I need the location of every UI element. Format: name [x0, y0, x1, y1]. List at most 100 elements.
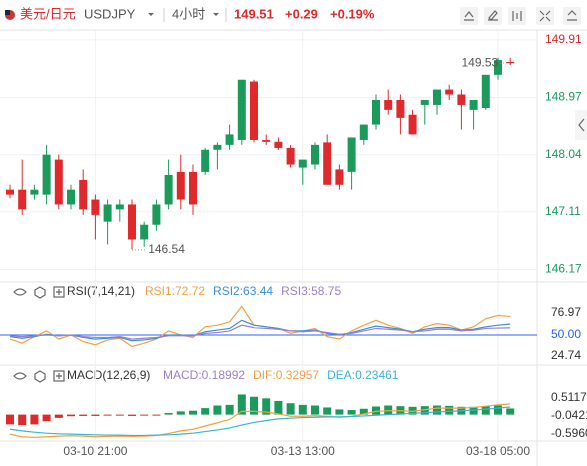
flag-canton [5, 10, 10, 15]
rsi-title: RSI(7,14,21) [67, 284, 135, 298]
histogram-bar [469, 406, 478, 415]
tool-button[interactable] [563, 7, 581, 25]
side-toggle[interactable] [575, 110, 587, 140]
candle-body [359, 124, 368, 140]
low-label: 146.54 [148, 242, 185, 256]
histogram-bar [201, 408, 210, 415]
histogram-bar [494, 405, 502, 415]
change: +0.29 [285, 6, 318, 21]
tool-icon [464, 11, 474, 21]
histogram-bar [152, 414, 161, 416]
price: 149.51 [234, 6, 274, 21]
macd-title: MACD(12,26,9) [67, 368, 150, 382]
settings-icon[interactable] [34, 370, 46, 383]
candle-body [237, 79, 246, 140]
histogram-bar [323, 407, 332, 415]
histogram-bar [445, 405, 454, 415]
histogram-bar [359, 408, 368, 415]
histogram-bar [286, 403, 295, 415]
candle-body [30, 189, 39, 195]
side-arrow [578, 118, 585, 132]
candle-body [103, 204, 112, 222]
y-tick-label: 76.97 [551, 305, 581, 319]
candle-body [469, 100, 478, 110]
candle-body [164, 174, 173, 205]
legend-entry: RSI1:72.72 [145, 284, 205, 298]
candle-body [408, 114, 417, 135]
histogram-bar [140, 414, 149, 416]
symbol[interactable]: USDJPY [84, 6, 136, 21]
eye-icon[interactable] [13, 288, 27, 296]
y-tick-label: 148.97 [545, 90, 582, 104]
candle-body [506, 61, 515, 64]
x-tick-label: 03-10 21:00 [63, 444, 127, 458]
candle-body [457, 94, 466, 105]
candle-body [384, 100, 393, 110]
histogram-bar [79, 414, 88, 416]
y-tick-label: 0.51178 [551, 390, 587, 404]
histogram-bar [506, 408, 515, 415]
histogram-bar [335, 409, 344, 415]
candle-body [323, 142, 332, 185]
high-label: 149.53 [461, 55, 498, 69]
y-tick-label: 50.00 [551, 327, 581, 341]
candle-body [225, 134, 234, 145]
candle-body [396, 100, 405, 118]
histogram-bar [164, 412, 173, 415]
eye-icon[interactable] [13, 372, 27, 380]
expand-icon[interactable] [53, 370, 65, 382]
candle-body [213, 144, 222, 150]
toolbar [460, 7, 581, 25]
histogram-bar [6, 414, 14, 425]
tool-icon [488, 10, 498, 21]
tool-button[interactable] [484, 7, 502, 25]
dropdown-caret[interactable] [213, 13, 219, 16]
y-tick-label: -0.59603 [551, 426, 587, 440]
candle-body [420, 100, 429, 105]
y-tick-label: 24.74 [551, 348, 581, 362]
series-line [9, 324, 511, 340]
tool-button[interactable] [536, 7, 554, 25]
pair-name[interactable]: 美元/日元 [20, 6, 76, 21]
candle-body [115, 204, 124, 210]
candle-body [445, 89, 454, 95]
histogram-bar [213, 405, 222, 415]
dropdown-caret[interactable] [148, 13, 154, 16]
candle-body [128, 204, 136, 240]
candle-body [262, 139, 271, 142]
tool-icon [512, 11, 522, 21]
histogram-bar [250, 396, 258, 415]
histogram-bar [237, 394, 246, 415]
y-tick-label: -0.04213 [551, 408, 587, 422]
candle-body [335, 169, 344, 185]
expand-icon[interactable] [53, 286, 65, 298]
candle-body [140, 224, 149, 240]
series-line [9, 319, 511, 342]
candle-body [42, 154, 51, 195]
candle-body [152, 204, 161, 225]
candle-body [189, 171, 197, 205]
candle-body [201, 149, 210, 172]
candle-body [286, 147, 295, 165]
tool-button[interactable] [460, 7, 478, 25]
interval[interactable]: 4小时 [172, 6, 205, 21]
histogram-bar [372, 406, 380, 415]
legend-entry: MACD:0.18992 [163, 368, 245, 382]
settings-icon[interactable] [34, 286, 46, 299]
histogram-bar [189, 410, 197, 415]
legend-entry: DEA:0.23461 [327, 368, 399, 382]
y-tick-label: 149.91 [545, 32, 582, 46]
expand-icon [56, 373, 62, 379]
candle-body [18, 189, 27, 210]
histogram-bar [54, 414, 63, 418]
candle-body [67, 189, 75, 205]
tool-icon [567, 10, 577, 21]
candle-body [298, 159, 307, 168]
series-line [9, 403, 511, 438]
candle-body [372, 100, 380, 125]
x-tick-label: 03-18 05:00 [466, 444, 530, 458]
histogram-bar [91, 414, 100, 416]
histogram-bar [481, 406, 490, 415]
histogram-bar [274, 400, 283, 415]
